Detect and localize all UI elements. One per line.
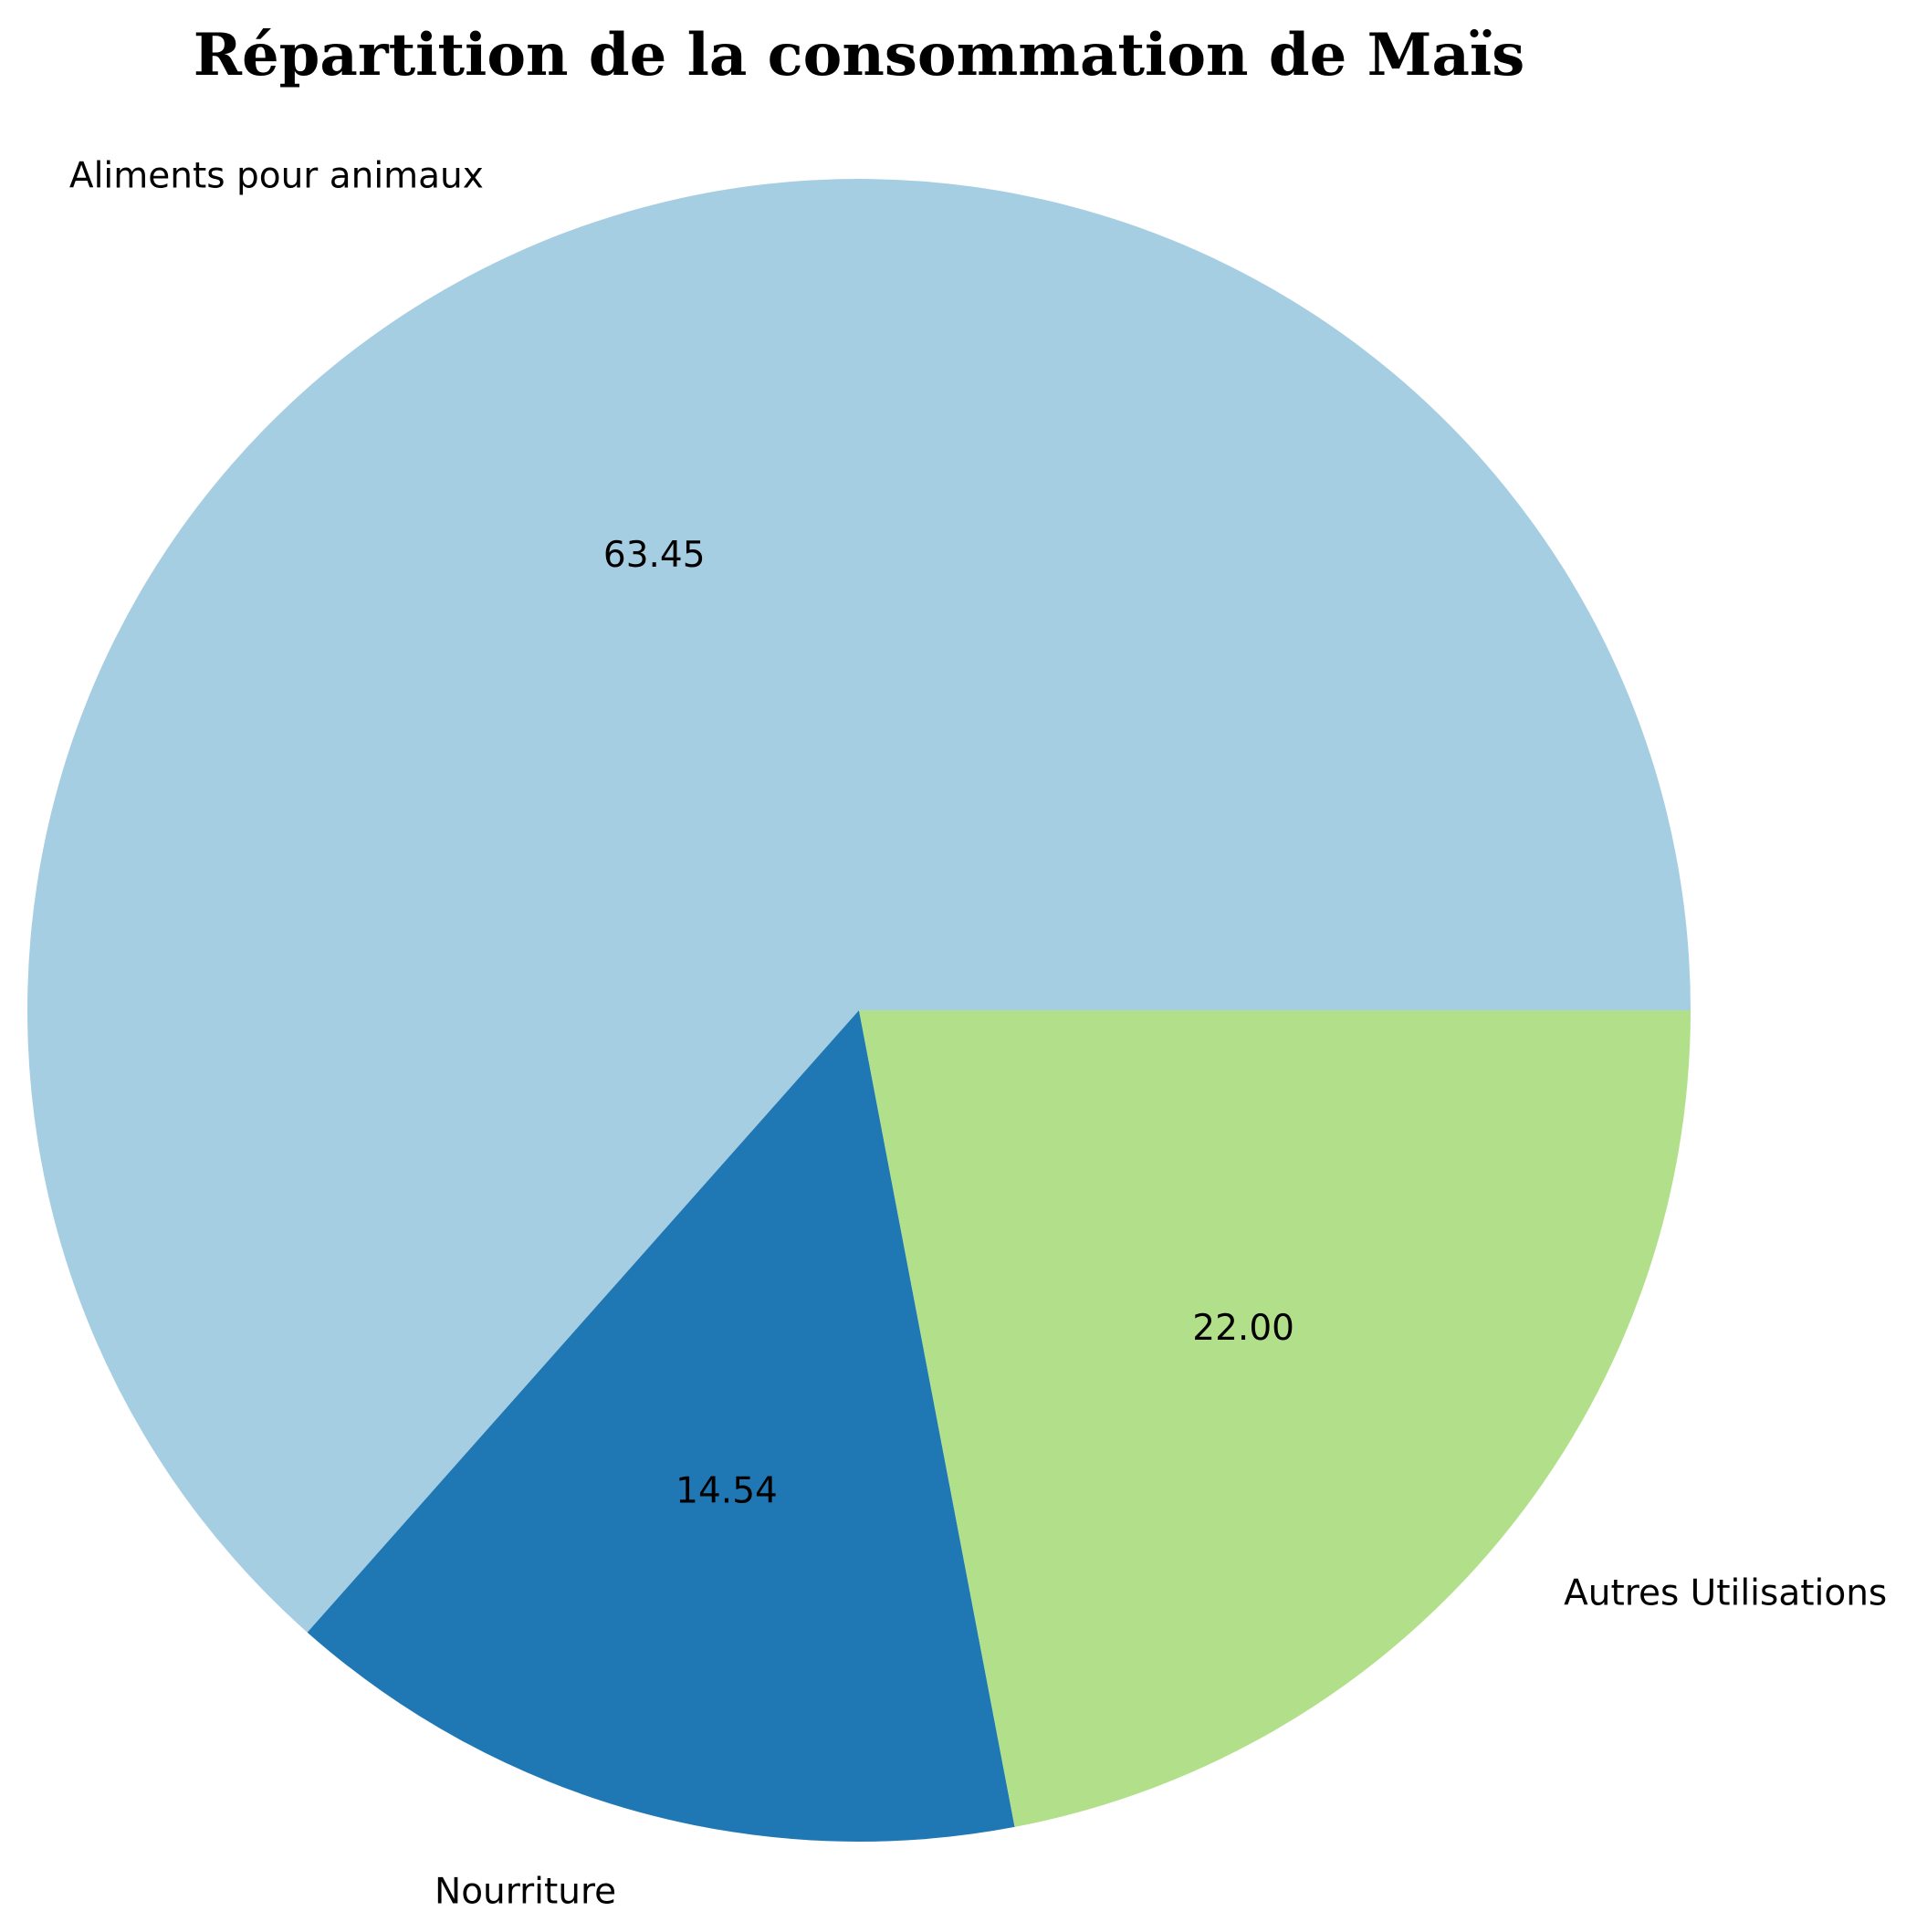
pie-slices <box>26 179 1691 1843</box>
pie-slice-autres-utilisations <box>859 1010 1691 1827</box>
slice-label-nourriture: Nourriture <box>435 1872 616 1913</box>
slice-label-autres-utilisations: Autres Utilisations <box>1564 1572 1887 1613</box>
pie-slice-aliments-pour-animaux <box>26 179 1691 1633</box>
chart-title: Répartition de la consommation de Maïs <box>194 21 1525 89</box>
pie-labels: 63.45 Aliments pour animaux 14.54 Nourritur… <box>69 156 1887 1913</box>
slice-label-aliments-pour-animaux: Aliments pour animaux <box>69 156 484 197</box>
value-label-autres-utilisations: 22.00 <box>1192 1308 1294 1349</box>
pie-slice-nourriture <box>307 1010 1015 1843</box>
value-label-nourriture: 14.54 <box>675 1471 778 1512</box>
value-label-aliments-pour-animaux: 63.45 <box>603 535 706 576</box>
